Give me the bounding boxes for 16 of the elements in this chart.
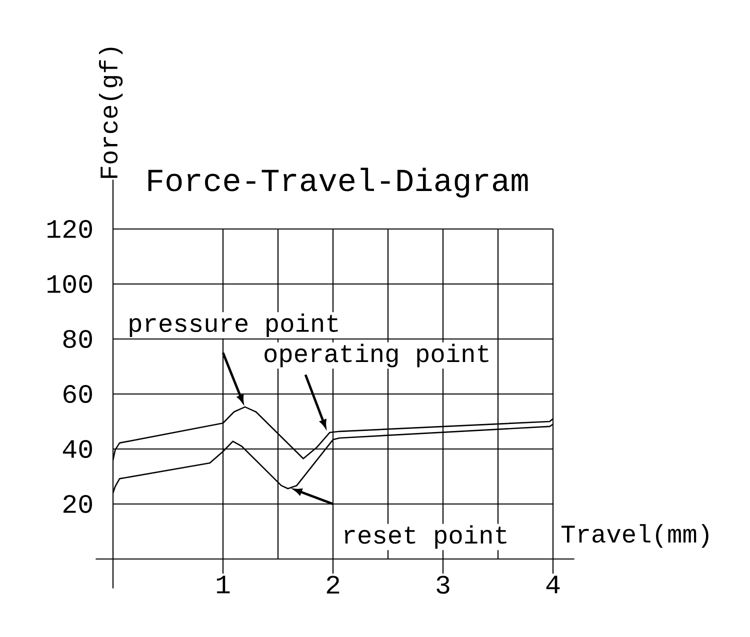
y-tick-label: 20 [64, 494, 92, 514]
x-tick-label: 2 [326, 576, 340, 594]
y-tick-label: 40 [62, 440, 92, 458]
annotation: pressure point [130, 313, 338, 338]
x-tick-label: 3 [436, 576, 450, 594]
y-tick-label: 80 [63, 330, 92, 348]
y-axis-title: Force(gf) [98, 48, 123, 178]
annotation: reset point [344, 525, 506, 549]
y-tick-label: 100 [48, 274, 92, 294]
y-tick-label: 60 [64, 384, 92, 404]
chart-title: Force-Travel-Diagram [148, 168, 528, 198]
x-tick-label: 4 [546, 576, 560, 594]
x-axis-title: Travel(mm) [562, 524, 708, 548]
annotation: operating point [264, 344, 488, 368]
x-tick-label: 1 [216, 576, 230, 594]
y-tick-label: 120 [48, 220, 92, 238]
